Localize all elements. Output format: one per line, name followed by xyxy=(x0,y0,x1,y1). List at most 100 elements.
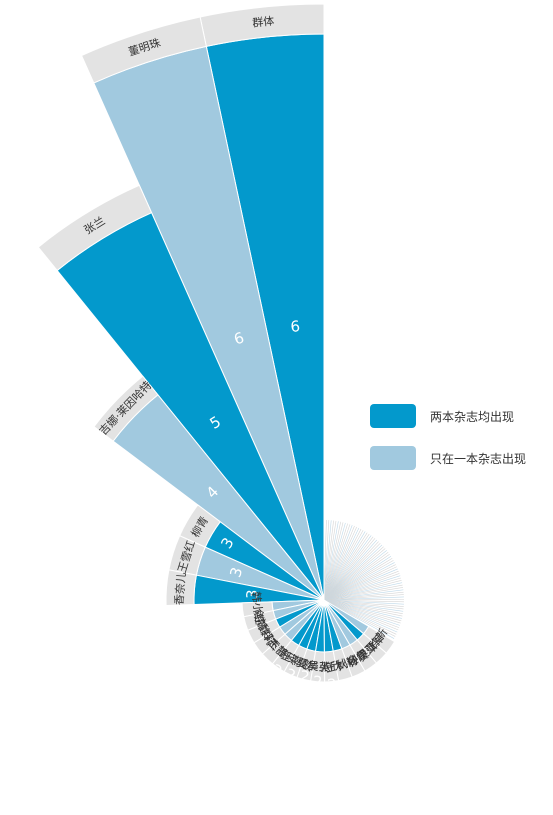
minor-spoke xyxy=(323,599,404,605)
minor-spoke xyxy=(323,596,404,601)
minor-spoke xyxy=(323,591,404,601)
bars xyxy=(56,33,370,653)
minor-spoke xyxy=(323,599,404,612)
minor-spoke xyxy=(323,536,374,601)
minor-spoke xyxy=(323,538,376,601)
name-label-张欣: 张欣 xyxy=(319,658,342,674)
band-徐新 xyxy=(362,625,396,654)
minor-spoke xyxy=(323,558,393,601)
minor-spoke xyxy=(323,525,355,601)
name-label-夏华: 夏华 xyxy=(295,655,320,674)
minor-spoke xyxy=(323,599,404,610)
minor-spoke xyxy=(323,522,344,601)
minor-spoke xyxy=(323,528,362,601)
minor-spoke xyxy=(323,532,368,601)
minor-spoke xyxy=(323,523,348,601)
band-吉娜·莱因哈特 xyxy=(93,375,159,442)
minor-spoke xyxy=(323,575,401,601)
value-label-郑杰: 2 xyxy=(241,645,261,663)
minor-spoke xyxy=(323,546,384,601)
band-柳青 xyxy=(178,504,221,548)
band-香奈儿 xyxy=(165,569,197,607)
value-label-香奈儿: 3 xyxy=(243,589,262,600)
minor-spokes xyxy=(323,520,404,639)
minor-spoke xyxy=(323,535,372,601)
minor-spoke xyxy=(323,533,370,601)
name-label-俞渝: 俞渝 xyxy=(250,607,270,632)
minor-spoke xyxy=(323,520,330,601)
band-郑杰 xyxy=(253,626,286,655)
minor-spoke xyxy=(323,562,395,601)
value-label-韩小红: 2 xyxy=(215,606,234,618)
minor-spoke xyxy=(323,599,404,603)
minor-spoke xyxy=(323,584,403,601)
value-label-宗馥莉: 2 xyxy=(230,634,250,651)
band-董明珠 xyxy=(80,16,207,84)
band-吴英 xyxy=(310,650,326,683)
minor-spoke xyxy=(323,550,387,601)
minor-spoke xyxy=(323,566,397,601)
value-label-群体: 6 xyxy=(290,317,301,336)
value-label-刘迎霞: 2 xyxy=(354,672,370,692)
minor-spoke xyxy=(323,530,364,601)
minor-spoke xyxy=(323,521,342,601)
band-夏华 xyxy=(296,648,317,682)
minor-spoke xyxy=(323,544,383,601)
minor-spoke xyxy=(323,582,403,601)
minor-spoke xyxy=(323,531,366,601)
legend: 两本杂志均出现 只在一本杂志出现 xyxy=(370,404,540,488)
minor-spoke xyxy=(323,539,378,601)
band-张兰 xyxy=(37,184,153,272)
minor-spoke xyxy=(323,542,381,601)
band-群体 xyxy=(199,3,325,47)
value-label-俞渝: 2 xyxy=(221,621,241,635)
minor-spoke xyxy=(323,568,398,601)
minor-spoke xyxy=(323,527,360,601)
value-label-吴亚军: 2 xyxy=(383,659,402,679)
minor-spoke xyxy=(323,594,404,601)
minor-spoke xyxy=(323,520,334,601)
minor-spoke xyxy=(323,553,390,601)
minor-spoke xyxy=(323,599,399,631)
minor-spoke xyxy=(323,564,396,601)
minor-spoke xyxy=(323,541,379,601)
minor-spoke xyxy=(323,570,399,601)
minor-spoke xyxy=(323,589,404,601)
value-label-徐新: 2 xyxy=(395,649,415,667)
minor-spoke xyxy=(323,599,401,624)
minor-spoke xyxy=(323,525,353,601)
name-label-香奈儿: 香奈儿 xyxy=(172,572,189,606)
minor-spoke xyxy=(323,560,394,601)
minor-spoke xyxy=(323,555,392,601)
name-bands xyxy=(37,3,396,683)
minor-spoke xyxy=(323,573,400,601)
band-宗馥莉 xyxy=(247,618,281,644)
band-韩小红 xyxy=(241,601,274,618)
minor-spoke xyxy=(323,599,400,626)
minor-spoke xyxy=(323,599,398,633)
band-王静 xyxy=(261,633,293,665)
value-label-吴英: 2 xyxy=(312,672,323,691)
band-王潮歌 xyxy=(283,644,308,679)
minor-spoke xyxy=(323,526,357,601)
band-俞渝 xyxy=(243,610,277,631)
value-label-孙伊萍: 2 xyxy=(369,667,387,687)
value-label-夏华: 2 xyxy=(298,667,312,687)
band-刘迎霞 xyxy=(341,644,366,678)
legend-swatch-single xyxy=(370,446,416,470)
minor-spoke xyxy=(323,521,339,601)
minor-spoke xyxy=(323,599,400,628)
minor-spoke xyxy=(323,599,403,617)
minor-spoke xyxy=(323,524,351,601)
band-王雪红 xyxy=(168,535,206,576)
name-label-韩小红: 韩小红 xyxy=(249,591,267,625)
minor-spoke xyxy=(323,599,397,635)
minor-spoke xyxy=(323,580,402,601)
value-label-王秋杨: 2 xyxy=(340,675,354,695)
value-label-张欣: 2 xyxy=(326,675,337,694)
minor-spoke xyxy=(323,599,396,637)
minor-spoke xyxy=(323,599,404,607)
band-王瑛 xyxy=(271,639,300,673)
band-张欣 xyxy=(323,650,340,683)
